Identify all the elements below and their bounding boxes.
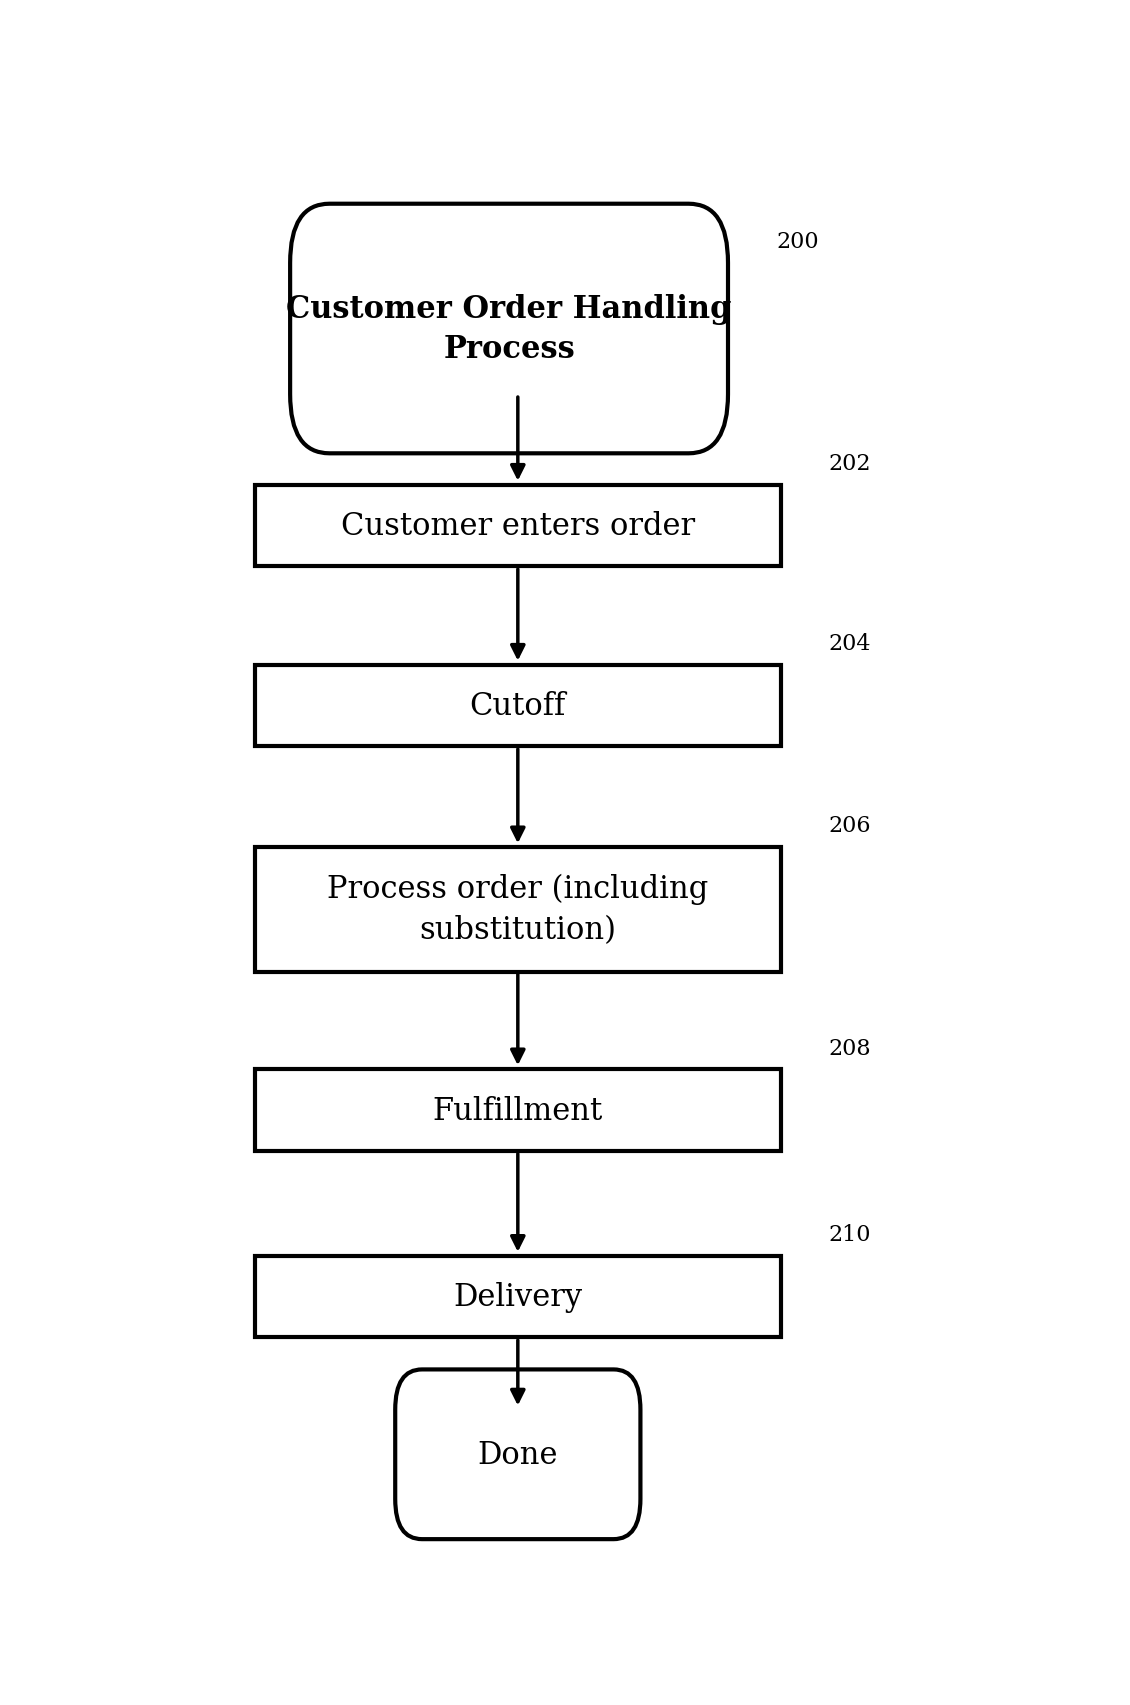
Text: 210: 210: [828, 1224, 871, 1246]
Text: Cutoff: Cutoff: [470, 691, 566, 721]
FancyBboxPatch shape: [255, 1257, 781, 1338]
FancyBboxPatch shape: [290, 205, 728, 454]
Text: 208: 208: [828, 1037, 871, 1059]
FancyBboxPatch shape: [255, 486, 781, 568]
Text: Customer enters order: Customer enters order: [341, 512, 695, 542]
FancyBboxPatch shape: [255, 665, 781, 747]
Text: 202: 202: [828, 454, 871, 476]
Text: 200: 200: [776, 232, 819, 252]
FancyBboxPatch shape: [255, 1069, 781, 1151]
Text: Done: Done: [478, 1439, 558, 1470]
Text: Fulfillment: Fulfillment: [433, 1095, 603, 1125]
Text: Customer Order Handling
Process: Customer Order Handling Process: [286, 293, 732, 365]
FancyBboxPatch shape: [396, 1369, 641, 1540]
Text: 204: 204: [828, 633, 871, 655]
FancyBboxPatch shape: [255, 847, 781, 972]
Text: Delivery: Delivery: [453, 1282, 582, 1313]
Text: Process order (including
substitution): Process order (including substitution): [328, 873, 709, 946]
Text: 206: 206: [828, 815, 871, 837]
